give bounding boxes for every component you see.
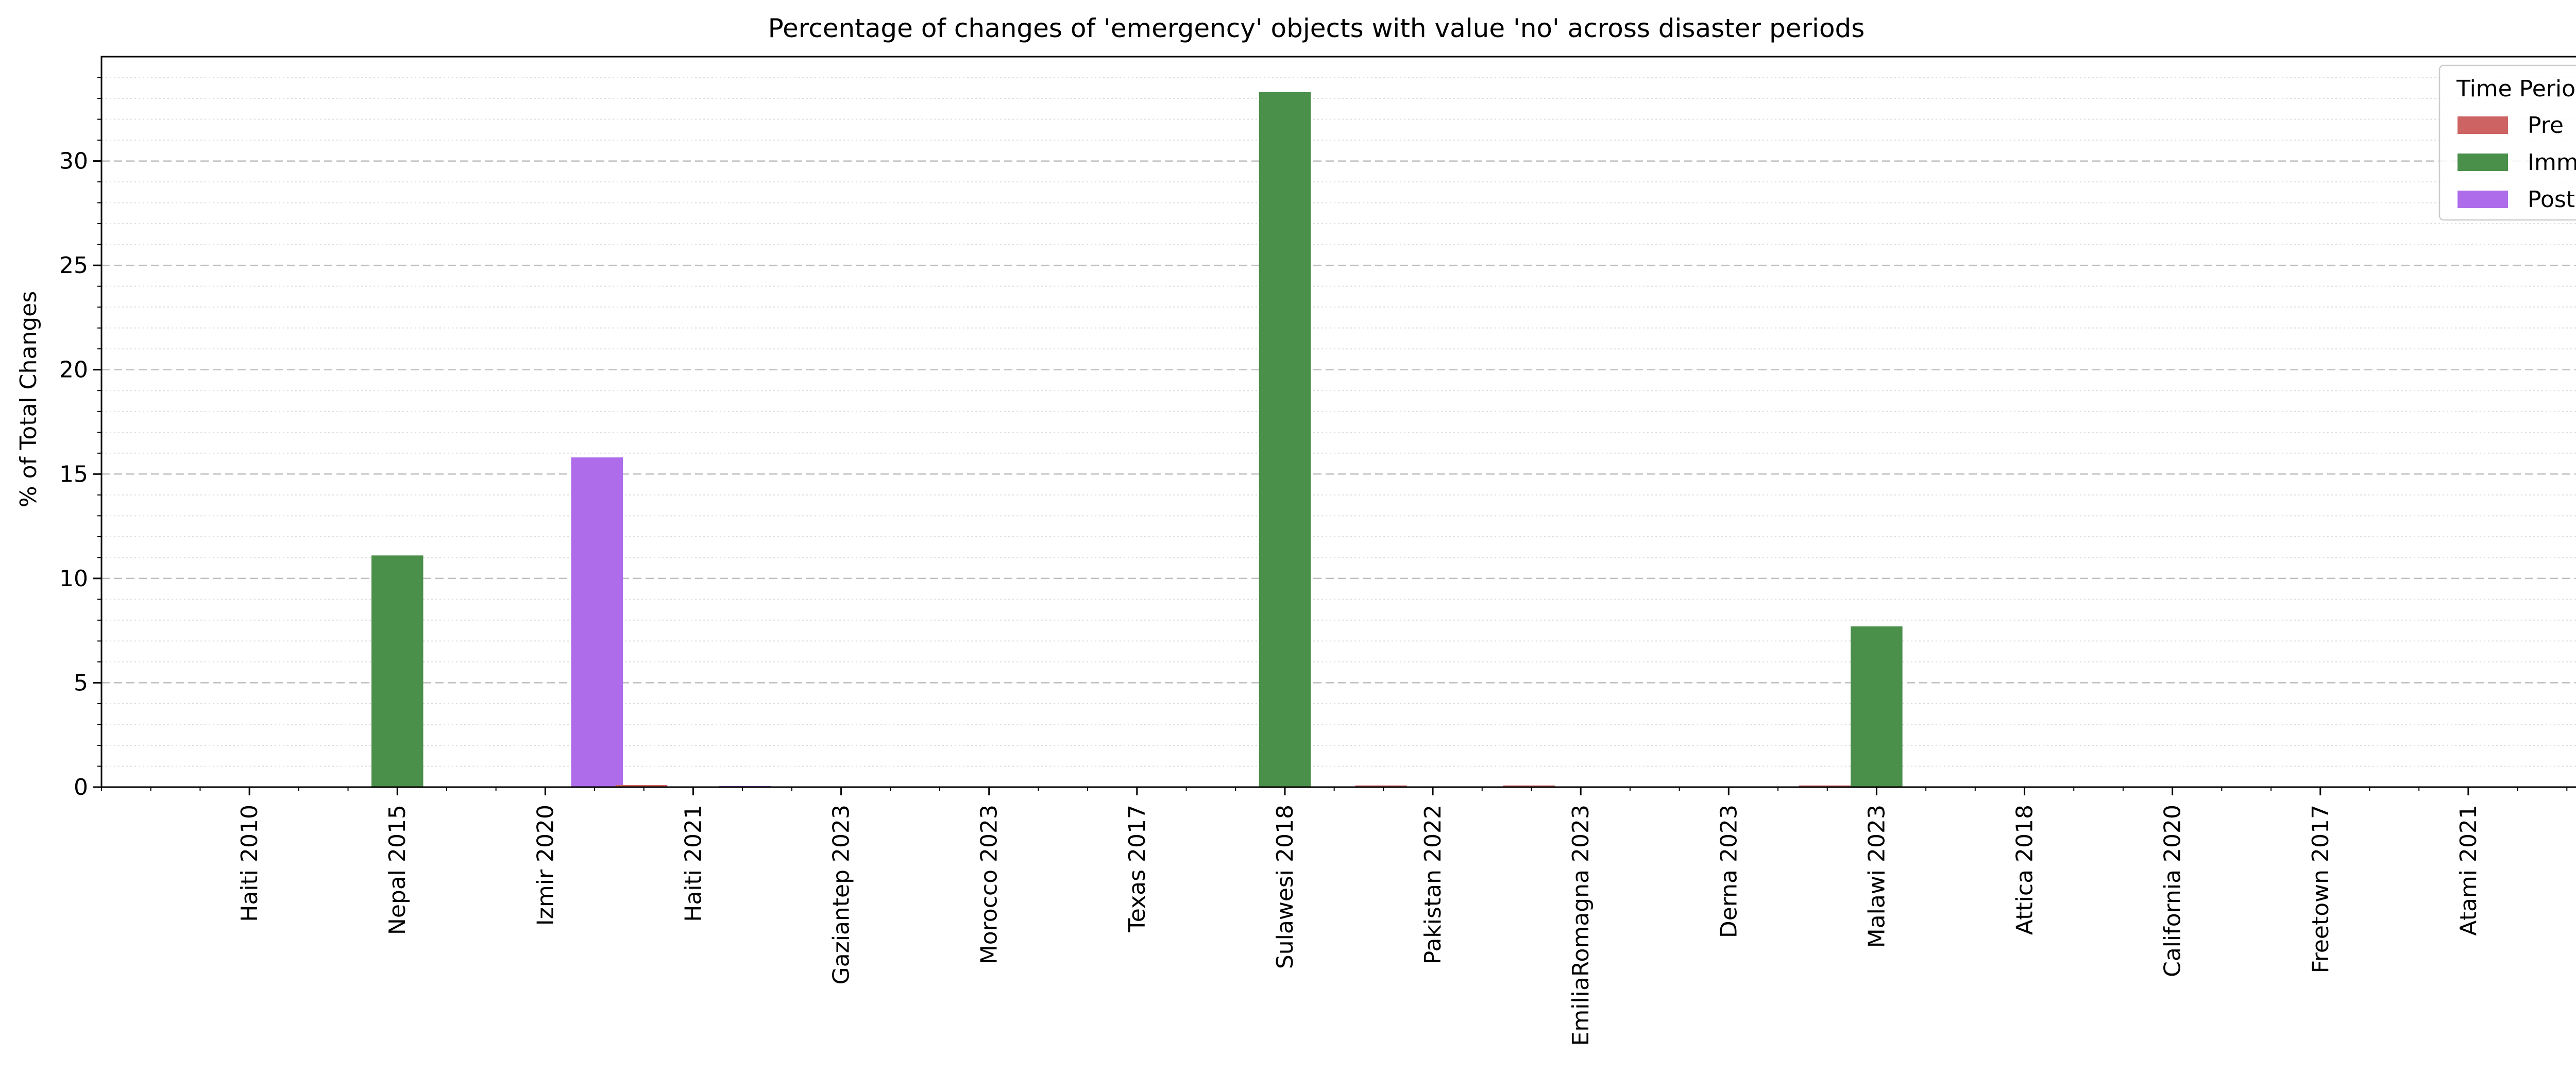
bar-pre bbox=[615, 785, 668, 787]
y-tick-label: 30 bbox=[59, 148, 88, 175]
y-tick-label: 0 bbox=[74, 774, 88, 801]
bar-pre bbox=[1355, 785, 1407, 787]
chart-title: Percentage of changes of 'emergency' obj… bbox=[768, 13, 1865, 43]
legend: Time Period Pre Imm Post bbox=[2438, 64, 2576, 221]
legend-swatch-pre bbox=[2458, 116, 2508, 134]
y-tick-label: 15 bbox=[59, 461, 88, 487]
plot-frame bbox=[100, 56, 2576, 788]
x-tick-label: Derna 2023 bbox=[1716, 805, 1742, 938]
x-tick-label: Texas 2017 bbox=[1124, 805, 1150, 933]
x-tick-label: California 2020 bbox=[2160, 805, 2186, 977]
grid bbox=[101, 77, 2576, 767]
x-tick-label: Attica 2018 bbox=[2012, 805, 2038, 935]
x-tick-label: Pakistan 2022 bbox=[1420, 805, 1446, 964]
axes: 0 5 10 15 20 25 30 Haiti 2010 Nepal 2015 Izmir 20… bbox=[59, 56, 2576, 1046]
y-tick-label: 5 bbox=[74, 670, 88, 696]
y-axis-label: % of Total Changes bbox=[15, 291, 42, 507]
bar-imm bbox=[1851, 626, 1903, 787]
legend-swatch-post bbox=[2458, 191, 2508, 208]
y-tick-label: 20 bbox=[59, 357, 88, 383]
bars bbox=[371, 92, 1903, 788]
x-tick-label: Malawi 2023 bbox=[1863, 805, 1890, 948]
x-tick-label: Izmir 2020 bbox=[532, 805, 558, 926]
bar-pre bbox=[1503, 785, 1555, 787]
bar-post bbox=[571, 457, 623, 787]
bar-imm bbox=[1259, 92, 1311, 788]
legend-label: Post bbox=[2528, 186, 2575, 213]
x-tick-label: Morocco 2023 bbox=[976, 805, 1003, 964]
legend-box bbox=[2438, 64, 2576, 221]
x-tick-label: Nepal 2015 bbox=[384, 805, 411, 935]
x-tick-label: Sulawesi 2018 bbox=[1272, 805, 1298, 969]
x-tick-label: Haiti 2021 bbox=[680, 805, 706, 922]
legend-label: Pre bbox=[2528, 112, 2564, 139]
legend-swatch-imm bbox=[2458, 154, 2508, 171]
bar-pre bbox=[1799, 785, 1851, 787]
legend-title: Time Period bbox=[2456, 76, 2576, 102]
y-tick-label: 25 bbox=[59, 252, 88, 279]
x-tick-label: EmiliaRomagna 2023 bbox=[1568, 805, 1594, 1046]
y-tick-label: 10 bbox=[59, 566, 88, 592]
x-tick-label: Atami 2021 bbox=[2455, 805, 2482, 936]
bar-imm bbox=[371, 555, 423, 787]
legend-label: Imm bbox=[2528, 149, 2576, 176]
x-tick-label: Freetown 2017 bbox=[2308, 805, 2334, 973]
x-tick-label: Gaziantep 2023 bbox=[828, 805, 855, 984]
x-tick-label: Haiti 2010 bbox=[236, 805, 263, 922]
